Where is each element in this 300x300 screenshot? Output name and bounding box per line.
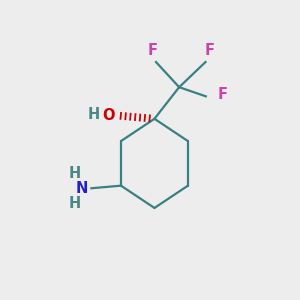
Text: N: N (76, 181, 88, 196)
Text: F: F (148, 43, 158, 58)
Text: H: H (69, 196, 81, 211)
Text: H: H (69, 166, 81, 181)
Text: O: O (102, 108, 115, 123)
Text: F: F (205, 43, 215, 58)
Text: F: F (218, 87, 228, 102)
Text: H: H (87, 107, 100, 122)
